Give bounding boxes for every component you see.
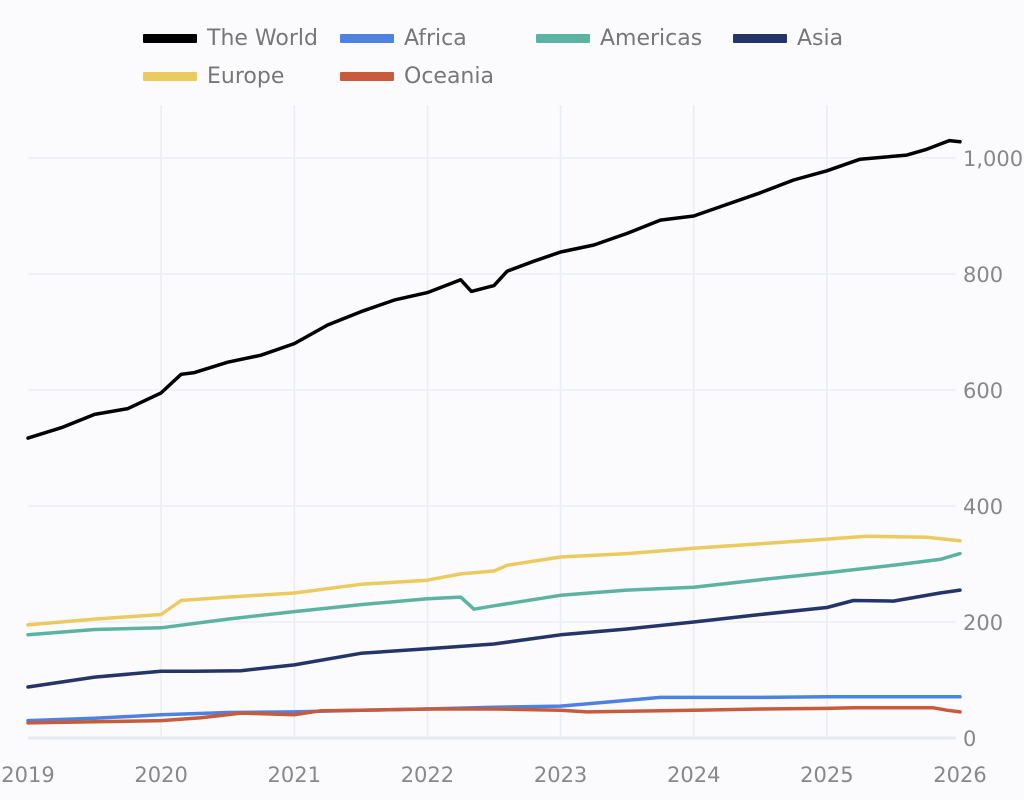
x-tick-label: 2022 [401,763,454,787]
x-tick-label: 2025 [800,763,853,787]
legend-item-africa[interactable]: Africa [340,26,467,51]
legend-swatch [536,34,590,43]
x-tick-label: 2019 [1,763,54,787]
x-tick-label: 2024 [667,763,720,787]
legend-item-oceania[interactable]: Oceania [340,64,494,89]
series-line-asia [26,588,962,689]
y-tick-label: 800 [963,263,1003,287]
legend-swatch [143,34,197,43]
x-tick-label: 2020 [134,763,187,787]
series-line-americas [26,551,962,637]
y-tick-label: 1,000 [963,147,1023,171]
x-tick-label: 2023 [534,763,587,787]
legend-swatch [733,34,787,43]
legend-label: Asia [797,26,844,51]
legend-item-americas[interactable]: Americas [536,26,702,51]
x-tick-label: 2026 [933,763,986,787]
legend-item-europe[interactable]: Europe [143,64,284,89]
series-line-oceania [26,706,962,725]
legend-label: Americas [600,26,703,51]
legend-swatch [340,72,394,81]
y-tick-label: 200 [963,611,1003,635]
legend-swatch [340,34,394,43]
y-tick-label: 0 [963,727,976,751]
series-line-the-world [26,138,962,440]
legend-label: Europe [207,64,285,89]
y-tick-label: 600 [963,379,1003,403]
y-tick-label: 400 [963,495,1003,519]
legend-item-the-world[interactable]: The World [143,26,318,51]
legend-label: Oceania [404,64,494,89]
legend-label: Africa [404,26,467,51]
legend-swatch [143,72,197,81]
legend-item-asia[interactable]: Asia [733,26,843,51]
x-tick-label: 2021 [268,763,321,787]
legend-label: The World [207,26,318,51]
series-line-europe [26,534,962,627]
